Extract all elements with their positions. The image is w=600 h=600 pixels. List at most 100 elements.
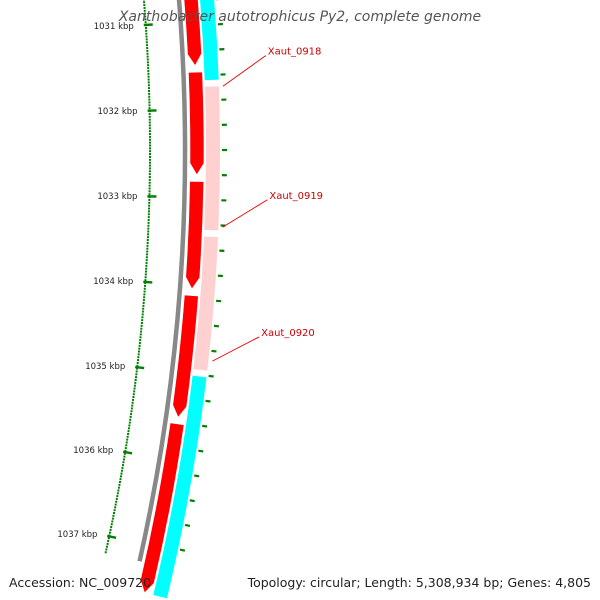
ruler-dot [137,353,140,356]
ruler-dot [143,1,146,4]
ruler-dot [148,155,151,158]
ruler-dot [145,267,148,270]
ruler-dot [125,441,128,444]
accession-value: NC_009720 [79,575,152,590]
ruler-dot [148,124,151,127]
ruler-dot [133,390,136,393]
ruler-dot [144,26,147,29]
ruler-dot [148,158,151,161]
ruler-dot [115,500,118,503]
feature-band-cyan [153,375,207,599]
feature-band-pink [193,236,219,371]
ruler-tick-label: 1032 kbp [98,107,138,117]
gene-label: Xaut_0918 [268,47,322,58]
outer-tick [205,399,211,403]
ruler-dot [118,483,121,486]
ruler-tick-label: 1036 kbp [73,446,113,456]
ruler-dot [148,112,151,115]
ruler-dot [146,250,149,253]
ruler-dot [144,279,147,282]
ruler-dot [148,144,151,147]
ruler-dot [130,413,133,416]
cds-arrow [188,71,205,176]
outer-tick [184,523,191,528]
ruler-dot [109,528,112,531]
ruler-dot [123,455,126,458]
ruler-dot [147,75,150,78]
ruler-dot [148,118,151,121]
outer-tick [211,349,217,353]
ruler-dot [106,542,109,545]
ruler-dot [107,537,110,540]
feature-band-cyan [200,0,219,81]
ruler-dot [144,18,147,21]
outer-tick [198,449,204,453]
ruler-dot [141,316,144,319]
topology-value: circular; [310,575,361,590]
ruler-dot [148,89,151,92]
ruler-dot [148,130,151,133]
ruler-dot [146,52,149,55]
ruler-dot [143,296,146,299]
ruler-dot [112,514,115,517]
ruler-tick-label: 1034 kbp [93,277,133,287]
ruler-dot [148,138,151,141]
ruler-dot [148,107,151,110]
ruler-dot [116,495,119,498]
ruler-dot [147,210,150,213]
ruler-dot [145,270,148,273]
length-label: Length: [364,575,412,590]
ruler-dot [147,233,150,236]
ruler-dot [130,410,133,413]
ruler-dot [148,98,151,101]
accession-info: Accession: NC_009720 [9,575,151,590]
gene-leader-line [222,55,266,87]
ruler-dot [148,161,151,164]
ruler-dot [148,121,151,124]
genome-stats: Topology: circular; Length: 5,308,934 bp… [248,575,591,590]
ruler-dot [144,15,147,18]
ruler-dot [147,230,150,233]
ruler-dot [126,438,129,441]
ruler-dot [137,359,140,362]
ruler-dot [145,264,148,267]
ruler-dot [147,227,150,230]
genome-backbone [137,0,227,562]
ruler-dot [138,344,141,347]
ruler-dot [148,190,151,193]
ruler-dot [146,44,149,47]
ruler-dot [143,290,146,293]
ruler-dot [146,236,149,239]
ruler-dot [148,187,151,190]
ruler-dot [128,424,131,427]
ruler-tick [106,534,117,540]
ruler-dot [148,178,151,181]
ruler-dot [148,198,151,201]
ruler-dot [135,376,138,379]
accession-label: Accession: [9,575,76,590]
ruler-dot [148,201,151,204]
ruler-dot [115,497,118,500]
ruler-tick [122,450,133,455]
gene-features [140,0,220,599]
ruler-dot [144,21,147,24]
ruler-dot [142,299,145,302]
ruler-dot [146,241,149,244]
ruler-dot [137,350,140,353]
ruler-tick-label: 1031 kbp [94,22,134,32]
ruler-dot [104,551,107,554]
ruler-dot [139,333,142,336]
ruler-dot [135,370,138,373]
gene-leader-line [222,199,268,228]
ruler-dot [147,84,150,87]
kbp-ruler: 1026 kbp1027 kbp1028 kbp1029 kbp1030 kbp… [57,0,157,554]
ruler-dot [113,512,116,515]
ruler-dot [148,92,151,95]
ruler-dot [107,540,110,543]
ruler-dot [134,381,137,384]
ruler-tick-label: 1033 kbp [97,192,137,202]
ruler-dot [114,506,117,509]
ruler-dot [145,256,148,259]
ruler-dot [122,461,125,464]
